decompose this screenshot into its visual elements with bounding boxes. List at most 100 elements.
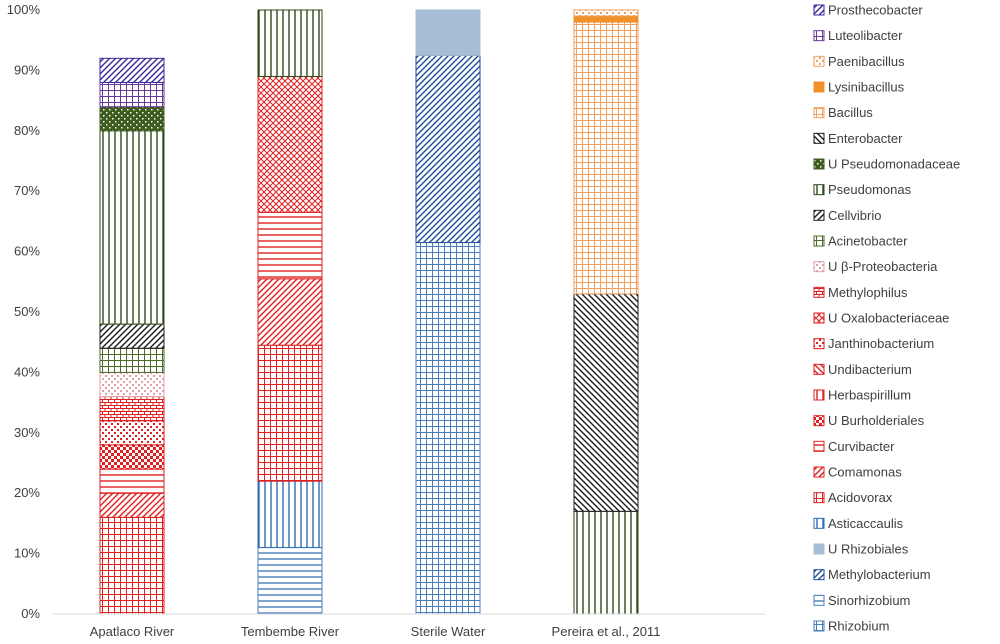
- bar-stack-tembembe-river: [257, 9, 323, 615]
- legend-swatch-acidovorax: [813, 492, 825, 504]
- bar-segment-tembembe-river-asticaccaulis: [257, 480, 323, 549]
- legend-label-herbaspirillum: Herbaspirillum: [828, 388, 911, 403]
- legend-item-paenibacillus: Paenibacillus: [813, 54, 905, 69]
- bars: [99, 9, 639, 615]
- bar-segment-tembembe-river-comamonas: [257, 278, 323, 346]
- legend-label-acinetobacter: Acinetobacter: [828, 234, 908, 249]
- legend-swatch-prosthecobacter: [813, 4, 825, 16]
- legend-label-bacillus: Bacillus: [828, 105, 873, 120]
- legend-item-lysinibacillus: Lysinibacillus: [813, 80, 905, 95]
- legend-item-janthinobacterium: Janthinobacterium: [813, 336, 934, 351]
- legend-item-acinetobacter: Acinetobacter: [813, 234, 908, 249]
- legend-swatch-paenibacillus: [813, 55, 825, 67]
- legend-item-herbaspirillum: Herbaspirillum: [813, 388, 911, 403]
- y-tick-label-4: 40%: [14, 364, 40, 379]
- legend-item-asticaccaulis: Asticaccaulis: [813, 516, 904, 531]
- legend-label-enterobacter: Enterobacter: [828, 131, 903, 146]
- y-tick-label-6: 60%: [14, 244, 40, 259]
- legend-swatch-herbaspirillum: [813, 389, 825, 401]
- bar-segment-apatlaco-river-prosthecobacter: [99, 57, 165, 83]
- bar-segment-pereira-et-al-2011-pseudomonas: [573, 510, 639, 615]
- bar-stack-apatlaco-river: [99, 57, 165, 615]
- bar-segment-tembembe-river-acidovorax: [257, 344, 323, 482]
- legend-label-cellvibrio: Cellvibrio: [828, 208, 881, 223]
- legend-label-undibacterium: Undibacterium: [828, 362, 912, 377]
- legend-swatch-bacillus: [813, 107, 825, 119]
- legend-swatch-lysinibacillus: [813, 81, 825, 93]
- legend-item-u-oxalobacteriaceae: U Oxalobacteriaceae: [813, 311, 949, 326]
- bar-segment-pereira-et-al-2011-bacillus: [573, 21, 639, 295]
- legend-item-u-proteobacteria: U β-Proteobacteria: [813, 259, 938, 274]
- bar-segment-apatlaco-river-cellvibrio: [99, 323, 165, 349]
- legend-swatch-sinorhizobium: [813, 594, 825, 606]
- bar-segment-apatlaco-river-comamonas: [99, 492, 165, 518]
- legend-item-acidovorax: Acidovorax: [813, 490, 893, 505]
- legend-label-sinorhizobium: Sinorhizobium: [828, 593, 910, 608]
- bar-stack-pereira-et-al-2011: [573, 9, 639, 615]
- bar-segment-apatlaco-river-pseudomonas: [99, 130, 165, 325]
- legend-item-luteolibacter: Luteolibacter: [813, 28, 903, 43]
- x-tick-label-tembembe-river: Tembembe River: [241, 624, 340, 639]
- legend-item-pseudomonas: Pseudomonas: [813, 182, 912, 197]
- y-tick-label-10: 100%: [7, 2, 41, 17]
- bar-segment-sterile-water-methylobacterium: [415, 54, 481, 244]
- bar-segment-tembembe-river-curvibacter: [257, 211, 323, 280]
- x-tick-label-pereira-et-al-2011: Pereira et al., 2011: [552, 624, 661, 639]
- legend-swatch-u-oxalobacteriaceae: [813, 312, 825, 324]
- legend-swatch-enterobacter: [813, 132, 825, 144]
- bar-segment-apatlaco-river-methylophilus: [99, 396, 165, 422]
- legend: Prosthecobacter Luteolibacter Paenibacillu…: [813, 3, 960, 634]
- legend-swatch-methylobacterium: [813, 569, 825, 581]
- bar-segment-pereira-et-al-2011-paenibacillus: [573, 9, 639, 17]
- legend-item-methylobacterium: Methylobacterium: [813, 567, 931, 582]
- legend-swatch-u-burholderiales: [813, 415, 825, 427]
- legend-item-cellvibrio: Cellvibrio: [813, 208, 881, 223]
- y-axis-tick-labels: 0% 10% 20% 30% 40% 50% 60% 70% 80% 90% 100%: [7, 2, 41, 621]
- y-tick-label-5: 50%: [14, 304, 40, 319]
- legend-swatch-curvibacter: [813, 440, 825, 452]
- legend-item-comamonas: Comamonas: [813, 465, 902, 480]
- bar-segment-sterile-water-rhizobium: [415, 242, 481, 615]
- y-tick-label-9: 90%: [14, 62, 40, 77]
- legend-swatch-janthinobacterium: [813, 338, 825, 350]
- legend-label-janthinobacterium: Janthinobacterium: [828, 336, 934, 351]
- y-tick-label-1: 10%: [14, 546, 40, 561]
- legend-swatch-pseudomonas: [813, 184, 825, 196]
- legend-label-acidovorax: Acidovorax: [828, 490, 893, 505]
- bar-segment-apatlaco-river-acidovorax: [99, 516, 165, 615]
- legend-label-methylophilus: Methylophilus: [828, 285, 908, 300]
- y-tick-label-8: 80%: [14, 123, 40, 138]
- legend-swatch-asticaccaulis: [813, 517, 825, 529]
- legend-label-lysinibacillus: Lysinibacillus: [828, 80, 905, 95]
- legend-label-comamonas: Comamonas: [828, 465, 902, 480]
- bar-stack-sterile-water: [415, 9, 481, 615]
- legend-label-pseudomonas: Pseudomonas: [828, 182, 912, 197]
- legend-label-u-proteobacteria: U β-Proteobacteria: [828, 259, 938, 274]
- bar-segment-sterile-water-u-rhizobiales: [415, 9, 481, 56]
- bar-segment-tembembe-river-u-oxalobacteriaceae: [257, 75, 323, 213]
- bar-segment-tembembe-river-pseudomonas: [257, 9, 323, 77]
- bar-segment-apatlaco-river-curvibacter: [99, 468, 165, 494]
- legend-swatch-luteolibacter: [813, 30, 825, 42]
- legend-label-u-burholderiales: U Burholderiales: [828, 413, 925, 428]
- legend-label-u-rhizobiales: U Rhizobiales: [828, 542, 909, 557]
- legend-item-rhizobium: Rhizobium: [813, 619, 889, 634]
- bar-segment-apatlaco-river-u-burholderiales: [99, 444, 165, 470]
- y-tick-label-3: 30%: [14, 425, 40, 440]
- legend-label-curvibacter: Curvibacter: [828, 439, 895, 454]
- bar-segment-apatlaco-river-luteolibacter: [99, 81, 165, 108]
- legend-item-bacillus: Bacillus: [813, 105, 873, 120]
- legend-item-u-pseudomonadaceae: U Pseudomonadaceae: [813, 157, 960, 172]
- legend-swatch-cellvibrio: [813, 209, 825, 221]
- legend-swatch-u-rhizobiales: [813, 543, 825, 555]
- legend-item-prosthecobacter: Prosthecobacter: [813, 3, 923, 18]
- legend-label-rhizobium: Rhizobium: [828, 619, 889, 634]
- x-axis-tick-labels: Apatlaco River Tembembe River Sterile Wate…: [90, 624, 661, 639]
- bar-segment-apatlaco-river-janthinobacterium: [99, 420, 165, 446]
- legend-swatch-u-pseudomonadaceae: [813, 158, 825, 170]
- legend-label-asticaccaulis: Asticaccaulis: [828, 516, 904, 531]
- bar-segment-tembembe-river-sinorhizobium: [257, 547, 323, 615]
- legend-item-sinorhizobium: Sinorhizobium: [813, 593, 910, 608]
- legend-swatch-rhizobium: [813, 620, 825, 632]
